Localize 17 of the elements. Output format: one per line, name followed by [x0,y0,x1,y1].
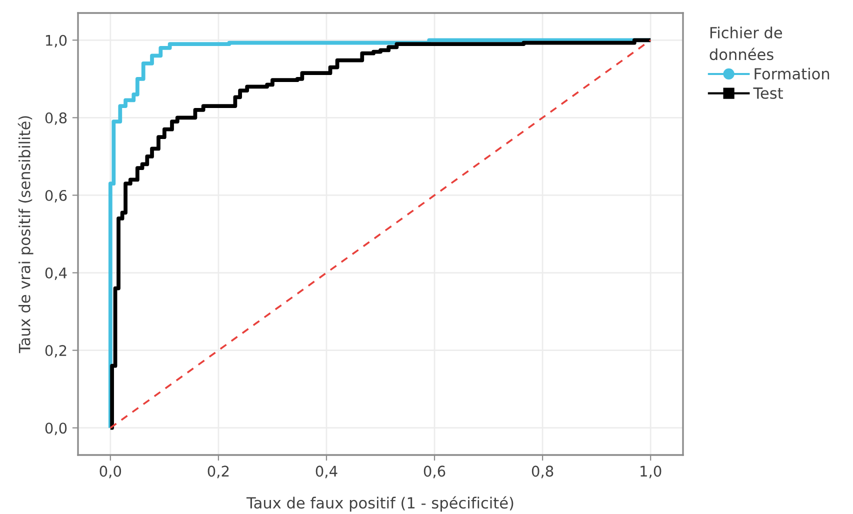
y-tick-label: 0,4 [45,267,67,280]
x-tick-label: 1,0 [640,466,662,478]
legend-label: Formation [754,68,830,80]
x-tick-label: 0,4 [316,466,338,478]
legend-title: Fichier de données [710,26,782,60]
x-axis-title: Taux de faux positif (1 - spécificité) [246,496,514,512]
y-tick-label: 0,6 [45,190,67,202]
x-tick-label: 0,0 [100,466,122,478]
y-tick-label: 0,8 [45,112,67,125]
x-tick-label: 0,8 [532,466,554,478]
y-tick-label: 1,0 [46,34,67,48]
x-tick-label: 0,6 [424,466,446,478]
x-tick-label: 0,2 [208,466,229,478]
y-tick-label: 0,0 [45,422,67,436]
y-tick-label: 0,2 [45,345,66,358]
y-axis-title: Taux de vrai positif (sensibilité) [18,116,34,354]
legend-label: Test [753,88,783,99]
